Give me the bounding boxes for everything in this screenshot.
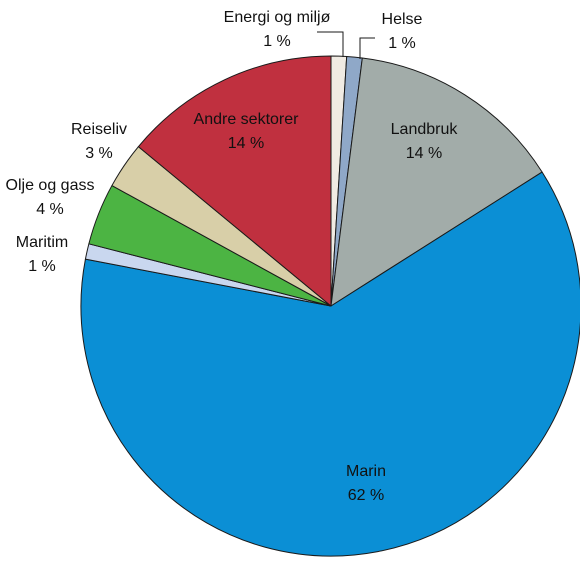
slice-label-maritim: Maritim (16, 234, 68, 251)
slice-value-reiseliv: 3 % (85, 145, 113, 162)
slice-label-energi-og-miljo: Energi og miljø (224, 9, 331, 26)
slice-label-helse: Helse (382, 11, 423, 28)
slice-value-marin: 62 % (348, 487, 384, 504)
leader-line-helse (359, 37, 375, 59)
pie-slice-andre-sektorer (137, 55, 332, 307)
slice-value-maritim: 1 % (28, 258, 56, 275)
pie-slice-landbruk (330, 57, 543, 307)
labels-layer: Energi og miljø 1 % Helse 1 % Landbruk 14 % Ma… (6, 9, 459, 504)
slice-label-landbruk: Landbruk (391, 121, 459, 138)
slice-label-marin: Marin (346, 463, 386, 480)
slice-value-helse: 1 % (388, 35, 416, 52)
leader-lines-layer (317, 31, 375, 59)
slices-layer (80, 55, 580, 557)
slice-value-andre-sektorer: 14 % (228, 135, 264, 152)
slice-value-olje-og-gass: 4 % (36, 201, 64, 218)
slice-value-energi-og-miljo: 1 % (263, 33, 291, 50)
slice-value-landbruk: 14 % (406, 145, 442, 162)
pie-slice-marin (80, 171, 580, 557)
slice-label-reiseliv: Reiseliv (71, 121, 127, 138)
slice-label-andre-sektorer: Andre sektorer (194, 111, 300, 128)
leader-line-energi-og-miljo (317, 31, 344, 57)
slice-label-olje-og-gass: Olje og gass (6, 177, 95, 194)
